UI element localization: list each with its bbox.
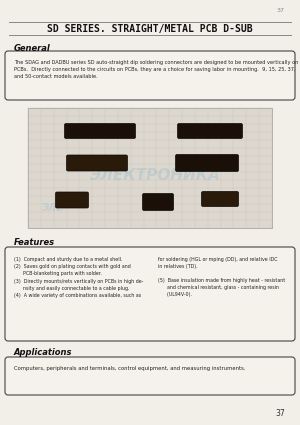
Text: ЭЛЕ: ЭЛЕ: [42, 203, 64, 213]
FancyBboxPatch shape: [64, 124, 136, 139]
Text: SD SERIES. STRAIGHT/METAL PCB D-SUB: SD SERIES. STRAIGHT/METAL PCB D-SUB: [47, 24, 253, 34]
FancyBboxPatch shape: [5, 247, 295, 341]
FancyBboxPatch shape: [67, 155, 128, 171]
FancyBboxPatch shape: [56, 192, 88, 208]
Text: 37: 37: [275, 409, 285, 418]
FancyBboxPatch shape: [142, 193, 173, 210]
Text: (5)  Base insulation made from highly heat - resistant
      and chemical resist: (5) Base insulation made from highly hea…: [158, 278, 285, 297]
Text: Applications: Applications: [14, 348, 73, 357]
Text: 37: 37: [277, 8, 285, 13]
FancyBboxPatch shape: [5, 357, 295, 395]
FancyBboxPatch shape: [202, 192, 239, 207]
Text: ЭЛЕКТРОНИКА: ЭЛЕКТРОНИКА: [89, 167, 220, 182]
Bar: [28, 108, 272, 228]
FancyBboxPatch shape: [176, 155, 239, 172]
Text: General: General: [14, 44, 51, 53]
Text: Computers, peripherals and terminals, control equipment, and measuring instrumen: Computers, peripherals and terminals, co…: [14, 366, 245, 371]
Text: Features: Features: [14, 238, 55, 247]
Text: (1)  Compact and sturdy due to a metal shell.
(2)  Saves gold on plating contact: (1) Compact and sturdy due to a metal sh…: [14, 257, 143, 298]
Text: The SDAG and DADBU series SD auto-straight dip soldering connectors are designed: The SDAG and DADBU series SD auto-straig…: [14, 60, 298, 79]
FancyBboxPatch shape: [5, 51, 295, 100]
Text: for soldering (HGL or mping (DD), and relative IDC
in relatives (TD).: for soldering (HGL or mping (DD), and re…: [158, 257, 278, 276]
FancyBboxPatch shape: [178, 124, 242, 139]
